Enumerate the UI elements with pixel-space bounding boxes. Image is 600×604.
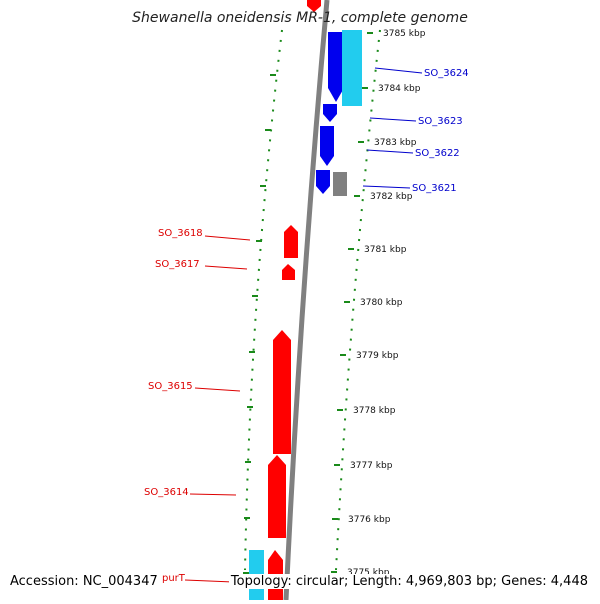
gene-so3621-arrow[interactable] — [316, 170, 330, 194]
genome-summary-text: Topology: circular; Length: 4,969,803 bp… — [228, 574, 590, 589]
gene-so3615-arrow[interactable] — [273, 330, 291, 454]
kbp-tick-label: 3779 kbp — [356, 351, 399, 361]
gene-so3623-arrow[interactable] — [323, 104, 337, 122]
gene-top-red[interactable] — [307, 0, 321, 12]
gene-so3614-arrow[interactable] — [268, 455, 286, 538]
gene-label-leader — [369, 117, 417, 122]
kbp-tick-label: 3777 kbp — [350, 461, 393, 471]
gene-label-leader — [184, 579, 234, 583]
gene-label-so3623[interactable]: SO_3623 — [418, 116, 463, 127]
gene-label-so3622[interactable]: SO_3622 — [415, 148, 460, 159]
left-axis-dashes — [243, 74, 276, 574]
kbp-tick-label: 3775 kbp — [347, 568, 390, 578]
gene-label-leader — [204, 265, 248, 270]
gene-label-so3617[interactable]: SO_3617 — [155, 259, 200, 270]
gene-so3622a-arrow[interactable] — [320, 126, 334, 166]
gene-label-leader — [362, 185, 411, 189]
gene-label-leader — [204, 235, 251, 241]
kbp-tick-label: 3782 kbp — [370, 192, 413, 202]
gene-so3621-other[interactable] — [333, 172, 347, 196]
kbp-ticks: 3785 kbp 3784 kbp 3783 kbp 3782 kbp 3781 kbp… — [331, 29, 426, 578]
gene-so3624-rna[interactable] — [342, 30, 362, 106]
gene-label-so3621[interactable]: SO_3621 — [412, 183, 457, 194]
left-dotted-guide — [244, 29, 283, 571]
right-dotted-guide — [335, 29, 381, 571]
gene-label-so3624[interactable]: SO_3624 — [424, 68, 469, 79]
gene-labels: SO_3624 SO_3623 SO_3622 SO_3621 SO_3618 SO_36… — [144, 67, 469, 584]
gene-label-so3618[interactable]: SO_3618 — [158, 228, 203, 239]
gene-so3618-arrow[interactable] — [284, 225, 298, 258]
kbp-tick-label: 3784 kbp — [378, 84, 421, 94]
genome-backbone — [283, 0, 330, 601]
gene-label-leader — [194, 387, 241, 392]
gene-label-leader — [374, 67, 423, 74]
gene-label-so3614[interactable]: SO_3614 — [144, 487, 189, 498]
kbp-tick-label: 3776 kbp — [348, 515, 391, 525]
gene-so3617-arrow[interactable] — [282, 264, 295, 280]
kbp-tick-label: 3778 kbp — [353, 406, 396, 416]
gene-label-purt[interactable]: purT — [162, 573, 186, 584]
kbp-tick-label: 3783 kbp — [374, 138, 417, 148]
gene-so3624-arrow[interactable] — [328, 32, 344, 102]
gene-label-leader — [366, 149, 414, 154]
kbp-tick-label: 3781 kbp — [364, 245, 407, 255]
kbp-tick-label: 3780 kbp — [360, 298, 403, 308]
kbp-tick-label: 3785 kbp — [383, 29, 426, 39]
gene-label-so3615[interactable]: SO_3615 — [148, 381, 193, 392]
accession-text: Accession: NC_004347 — [8, 574, 160, 589]
gene-label-leader — [189, 493, 237, 496]
map-title: Shewanella oneidensis MR-1, complete gen… — [132, 10, 468, 26]
